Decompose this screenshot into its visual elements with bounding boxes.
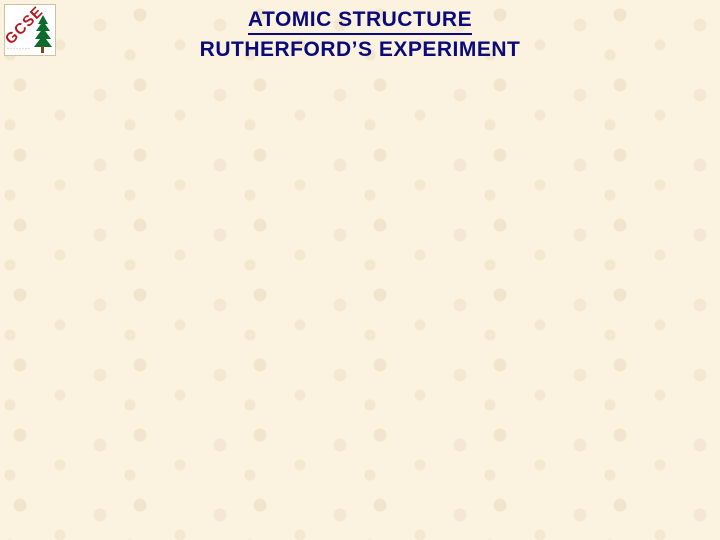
page-title: ATOMIC STRUCTURE [248, 8, 472, 35]
title-block: ATOMIC STRUCTURE RUTHERFORD’S EXPERIMENT [0, 8, 720, 62]
page-subtitle: RUTHERFORD’S EXPERIMENT [0, 38, 720, 62]
